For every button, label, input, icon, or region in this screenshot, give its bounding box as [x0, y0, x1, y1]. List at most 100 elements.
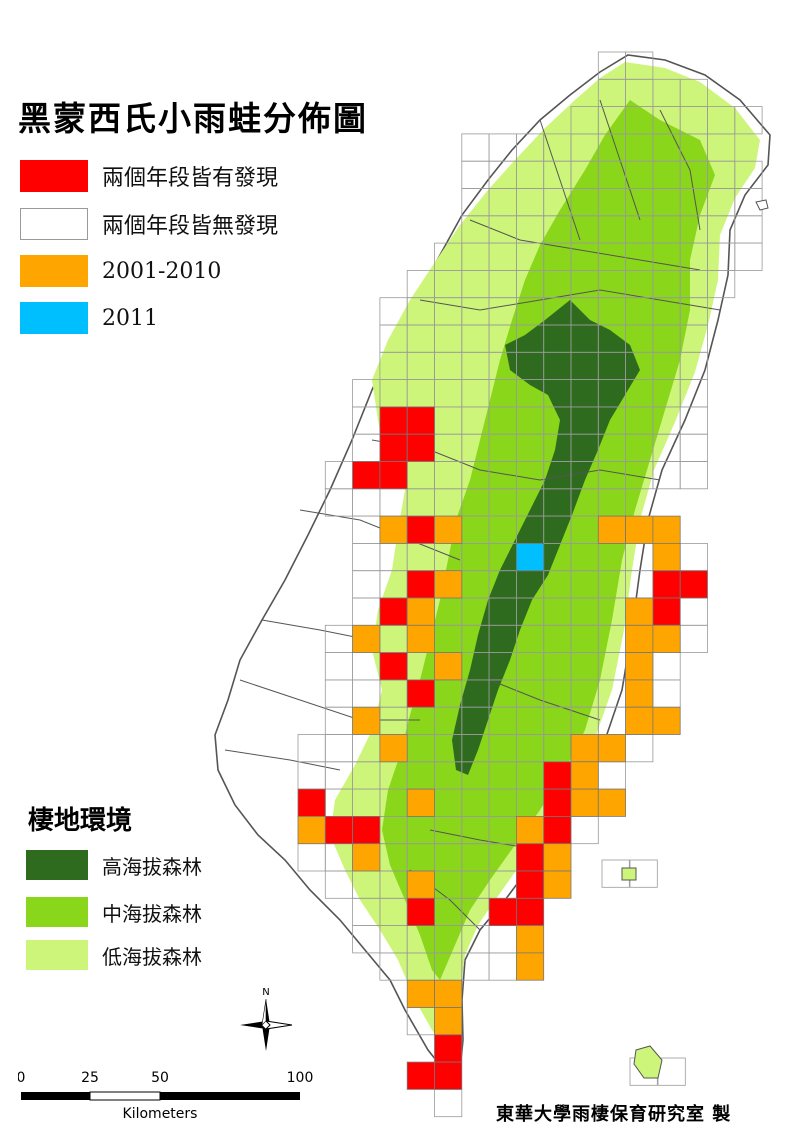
cell-2001-2010: [352, 843, 381, 872]
habitat-swatch-high: [26, 850, 88, 880]
credit-text: 東華大學雨棲保育研究室 製: [496, 1104, 732, 1125]
habitat-label: 低海拔森林: [102, 944, 202, 969]
legend-swatch-white: [20, 208, 88, 240]
scale-tick-50: 50: [151, 1070, 169, 1086]
cell-2001-2010: [597, 734, 626, 763]
cell-2001-2010: [625, 679, 654, 708]
cell-2001-2010: [625, 624, 654, 653]
cell-both-found: [652, 597, 681, 626]
map-title: 黑蒙西氏小雨蛙分佈圖: [18, 99, 368, 138]
cell-2001-2010: [570, 734, 599, 763]
grid-cell: [488, 952, 517, 981]
cell-2001-2010: [597, 788, 626, 817]
cell-both-found: [543, 816, 572, 845]
survey-cells: [297, 406, 708, 1090]
scale-unit: Kilometers: [123, 1106, 198, 1122]
cell-both-found: [406, 897, 435, 926]
cell-both-found: [406, 406, 435, 435]
legend-swatch-blue: [20, 302, 88, 334]
legend-label: 兩個年段皆有發現: [102, 166, 279, 191]
north-arrow: N: [236, 985, 296, 1055]
cell-both-found: [543, 788, 572, 817]
north-label: N: [262, 987, 269, 998]
grid-cell: [679, 624, 708, 653]
cell-2001-2010: [625, 652, 654, 681]
grid-cell: [461, 133, 490, 162]
cell-both-found: [352, 461, 381, 490]
scale-tick-100: 100: [287, 1070, 314, 1086]
scale-tick-0: 0: [18, 1070, 25, 1086]
cell-2001-2010: [570, 788, 599, 817]
guishan-island: [755, 199, 769, 211]
legend-swatch-orange: [20, 255, 88, 287]
cell-2001-2010: [625, 515, 654, 544]
cell-both-found: [679, 570, 708, 599]
cell-2001-2010: [379, 734, 408, 763]
grid-cell: [734, 242, 763, 271]
grid-cell: [734, 106, 763, 135]
cell-both-found: [516, 870, 545, 899]
cell-both-found: [406, 679, 435, 708]
cell-2001-2010: [543, 870, 572, 899]
scale-bar-graphic: 0 25 50 100 Kilometers: [17, 1070, 314, 1122]
cell-2001-2010: [352, 624, 381, 653]
cell-2001-2010: [406, 788, 435, 817]
grid-cell: [707, 269, 736, 299]
grid-cell: [679, 597, 708, 626]
cell-both-found: [324, 816, 353, 845]
cell-2001-2010: [652, 515, 681, 544]
grid-cell: [597, 761, 626, 790]
cell-both-found: [516, 897, 545, 926]
cell-both-found: [434, 1034, 463, 1063]
cell-2001-2010: [434, 515, 463, 544]
cell-2001-2010: [434, 570, 463, 599]
habitat-label: 中海拔森林: [102, 901, 202, 926]
cell-2001-2010: [516, 925, 545, 954]
cell-2001-2010: [652, 543, 681, 572]
legend-item-both-found: 兩個年段皆有發現: [20, 160, 278, 192]
cell-2001-2010: [434, 1007, 463, 1036]
cell-2011: [516, 543, 545, 572]
cell-2001-2010: [570, 761, 599, 790]
grid-cell: [679, 433, 708, 462]
cell-both-found: [406, 570, 435, 599]
cell-both-found: [379, 433, 408, 462]
habitat-item-low: 低海拔森林: [26, 940, 202, 970]
cell-both-found: [543, 761, 572, 790]
cell-2001-2010: [352, 706, 381, 735]
scale-bar: 0 25 50 100 Kilometers: [17, 1066, 328, 1126]
cell-2001-2010: [406, 870, 435, 899]
cell-both-found: [652, 570, 681, 599]
legend-item-none-found: 兩個年段皆無發現: [20, 208, 278, 240]
cell-2001-2010: [406, 624, 435, 653]
grid-cell: [625, 734, 654, 763]
high-forest-area: [452, 300, 640, 775]
legend-label: 兩個年段皆無發現: [102, 214, 279, 239]
grid-cell: [652, 652, 681, 681]
legend-item-2011: 2011: [20, 302, 158, 334]
cell-both-found: [434, 1061, 463, 1090]
cell-both-found: [379, 652, 408, 681]
grid-cell: [679, 543, 708, 572]
cell-2001-2010: [406, 597, 435, 626]
cell-2001-2010: [297, 816, 326, 845]
cell-2001-2010: [434, 652, 463, 681]
cell-both-found: [406, 515, 435, 544]
habitat-item-mid: 中海拔森林: [26, 897, 202, 927]
scale-tick-25: 25: [81, 1070, 99, 1086]
legend-item-2001-2010: 2001-2010: [20, 255, 221, 287]
habitat-label: 高海拔森林: [102, 854, 202, 879]
cell-2001-2010: [516, 816, 545, 845]
grid-cell: [679, 461, 708, 490]
grid-cell: [734, 215, 763, 244]
habitat-item-high: 高海拔森林: [26, 850, 202, 880]
green-island: [621, 867, 637, 881]
cell-both-found: [379, 406, 408, 435]
orchid-island: [633, 1045, 663, 1079]
cell-2001-2010: [652, 706, 681, 735]
survey-grid: [297, 51, 763, 1118]
grid-cell: [488, 925, 517, 954]
cell-both-found: [406, 433, 435, 462]
